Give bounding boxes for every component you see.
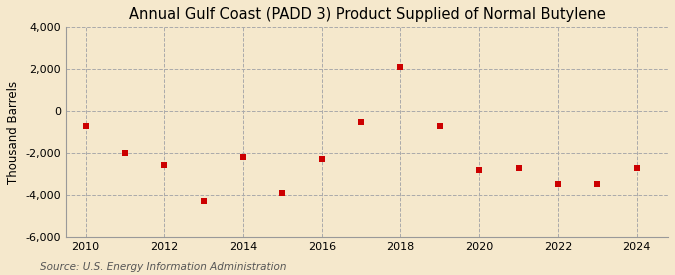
Point — [395, 65, 406, 69]
Point — [80, 123, 91, 128]
Point — [317, 157, 327, 161]
Point — [198, 199, 209, 203]
Point — [474, 167, 485, 172]
Y-axis label: Thousand Barrels: Thousand Barrels — [7, 80, 20, 183]
Point — [238, 155, 248, 159]
Point — [356, 119, 367, 124]
Point — [631, 165, 642, 170]
Point — [552, 182, 563, 186]
Point — [592, 182, 603, 186]
Point — [159, 163, 170, 168]
Point — [119, 151, 130, 155]
Text: Source: U.S. Energy Information Administration: Source: U.S. Energy Information Administ… — [40, 262, 287, 272]
Title: Annual Gulf Coast (PADD 3) Product Supplied of Normal Butylene: Annual Gulf Coast (PADD 3) Product Suppl… — [129, 7, 605, 22]
Point — [435, 123, 446, 128]
Point — [277, 191, 288, 195]
Point — [513, 165, 524, 170]
